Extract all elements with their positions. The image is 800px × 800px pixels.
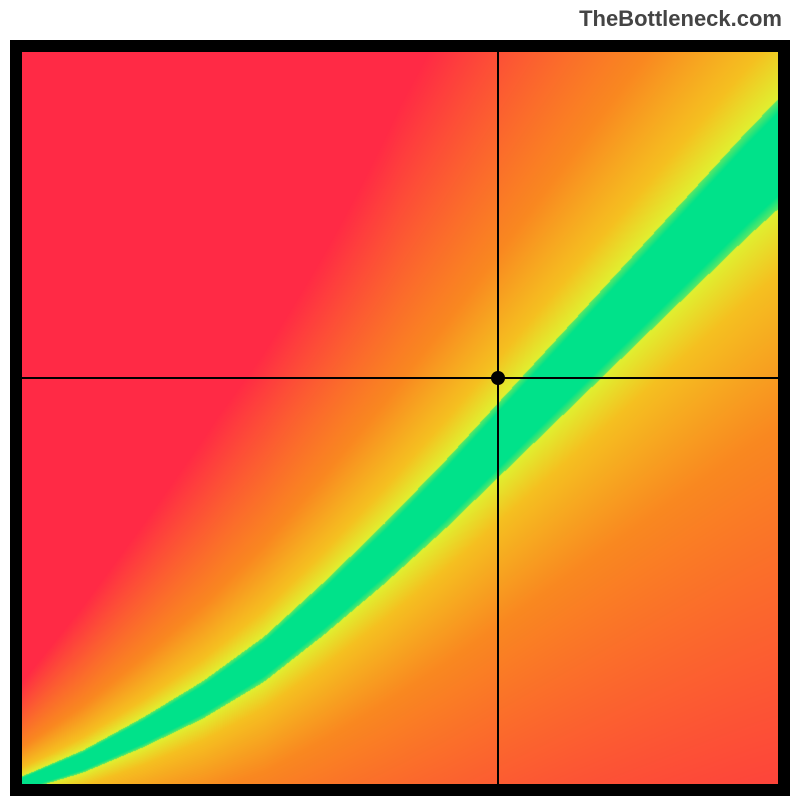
chart-container: TheBottleneck.com xyxy=(0,0,800,800)
crosshair-vertical xyxy=(497,52,499,784)
heatmap-canvas xyxy=(22,52,778,784)
watermark-text: TheBottleneck.com xyxy=(579,6,782,32)
crosshair-horizontal xyxy=(22,377,778,379)
crosshair-marker-dot xyxy=(491,371,505,385)
